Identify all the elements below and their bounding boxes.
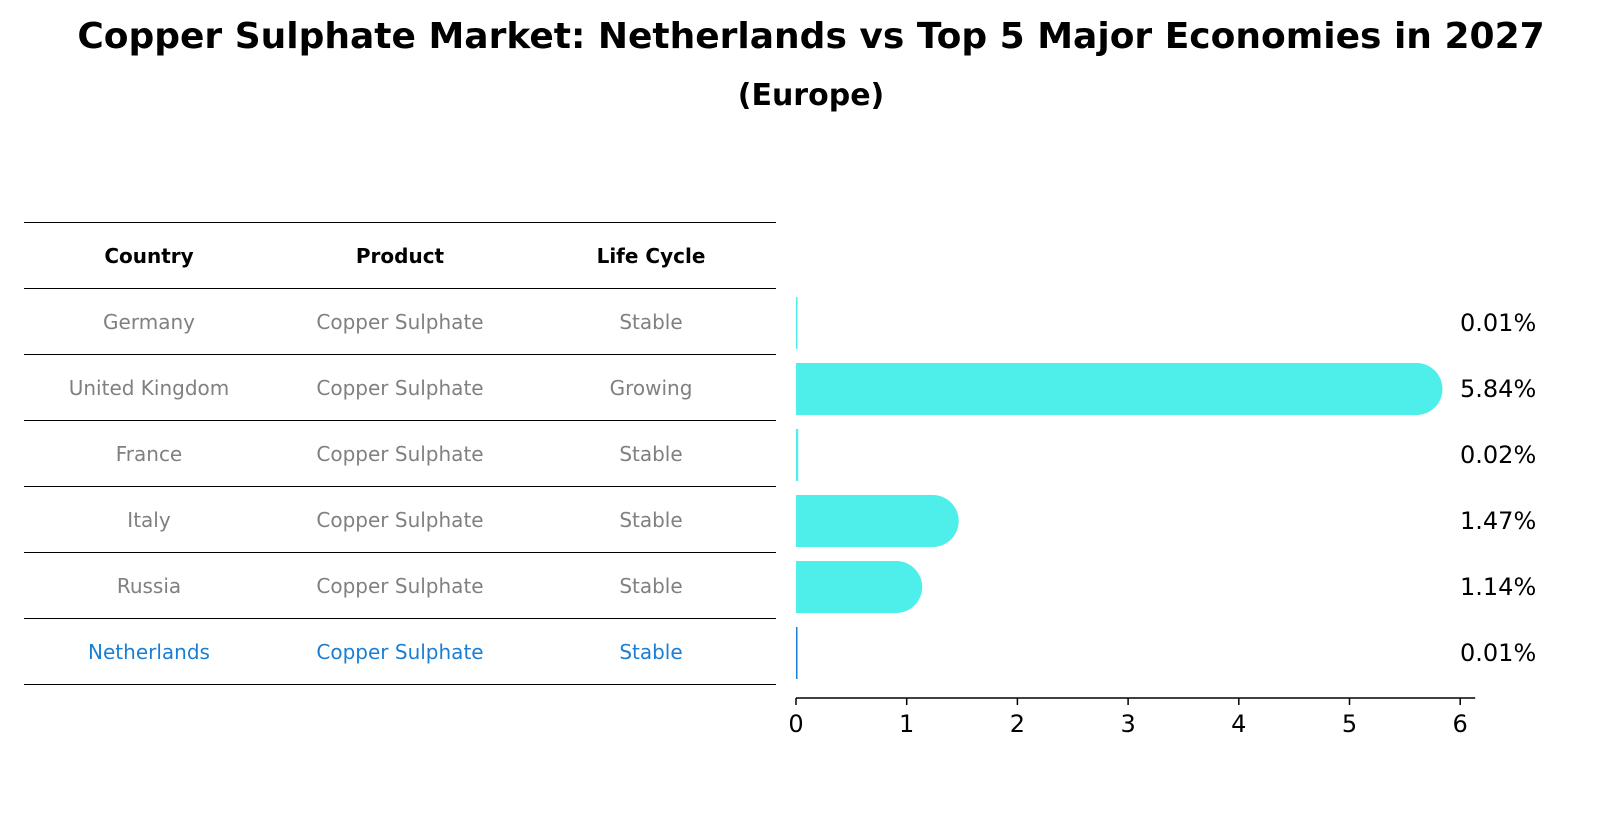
product-cell: Copper Sulphate <box>316 309 484 334</box>
country-cell: Netherlands <box>88 639 210 664</box>
x-tick-label: 6 <box>1453 710 1468 738</box>
table-row: United Kingdom Copper Sulphate Growing <box>24 354 776 420</box>
life-cycle-cell: Stable <box>619 441 683 466</box>
life-cycle-cell: Stable <box>619 309 683 334</box>
product-cell: Copper Sulphate <box>316 375 484 400</box>
table-row: Italy Copper Sulphate Stable <box>24 486 776 552</box>
x-tick-label: 3 <box>1120 710 1135 738</box>
data-label: 5.84% <box>1460 375 1536 403</box>
header-country: Country <box>104 243 194 268</box>
life-cycle-cell: Growing <box>609 375 693 400</box>
bar <box>796 561 923 613</box>
data-label: 0.01% <box>1460 309 1536 337</box>
table-row-highlighted: Netherlands Copper Sulphate Stable <box>24 618 776 685</box>
life-cycle-cell: Stable <box>619 573 683 598</box>
product-cell: Copper Sulphate <box>316 507 484 532</box>
bar <box>796 627 798 679</box>
bar <box>796 429 799 481</box>
country-cell: Italy <box>127 507 171 532</box>
country-cell: United Kingdom <box>68 375 230 400</box>
country-cell: Germany <box>103 309 195 334</box>
data-label: 0.02% <box>1460 441 1536 469</box>
bar <box>796 495 959 547</box>
bar <box>796 363 1443 415</box>
life-cycle-cell: Stable <box>619 507 683 532</box>
header-life-cycle: Life Cycle <box>596 243 706 268</box>
country-cell: Russia <box>116 573 182 598</box>
bar <box>796 297 798 349</box>
chart-title: Copper Sulphate Market: Netherlands vs T… <box>77 16 1545 57</box>
table-row: Germany Copper Sulphate Stable <box>24 288 776 354</box>
data-label: 1.47% <box>1460 507 1536 535</box>
x-tick-label: 0 <box>788 710 803 738</box>
product-cell: Copper Sulphate <box>316 441 484 466</box>
table-row: France Copper Sulphate Stable <box>24 420 776 486</box>
chart-subtitle: (Europe) <box>737 78 885 113</box>
product-cell: Copper Sulphate <box>316 573 484 598</box>
country-cell: France <box>115 441 183 466</box>
x-tick-label: 5 <box>1342 710 1357 738</box>
data-label: 1.14% <box>1460 573 1536 601</box>
x-tick-label: 4 <box>1231 710 1246 738</box>
bar-chart: 0.01% 5.84% 0.02% 1.47% 1.14% 0.01% 0 1 2 3 4 5 6 <box>788 297 1536 738</box>
data-table: Country Product Life Cycle Germany Coppe… <box>24 222 776 685</box>
life-cycle-cell: Stable <box>619 639 683 664</box>
x-tick-label: 1 <box>899 710 914 738</box>
table-row: Russia Copper Sulphate Stable <box>24 552 776 618</box>
table-header-row: Country Product Life Cycle <box>24 222 776 288</box>
data-label: 0.01% <box>1460 639 1536 667</box>
x-tick-label: 2 <box>1010 710 1025 738</box>
product-cell: Copper Sulphate <box>316 639 484 664</box>
header-product: Product <box>355 243 445 268</box>
